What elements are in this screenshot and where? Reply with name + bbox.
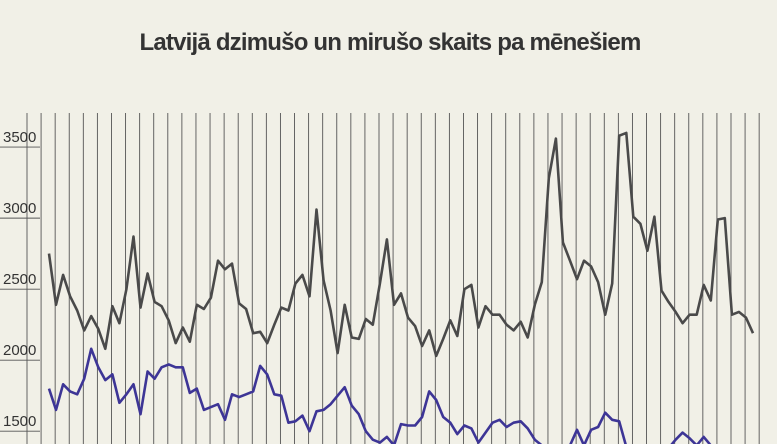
y-tick-label: 3500	[3, 129, 36, 146]
chart-title: Latvijā dzimušo un mirušo skaits pa mēne…	[140, 29, 641, 56]
data-line	[47, 347, 712, 444]
y-tick-label: 2500	[3, 271, 36, 288]
y-tick-label: 1500	[3, 413, 36, 430]
data-line	[47, 131, 755, 358]
y-tick-label: 2000	[3, 342, 36, 359]
y-tick-label: 3000	[3, 200, 36, 217]
